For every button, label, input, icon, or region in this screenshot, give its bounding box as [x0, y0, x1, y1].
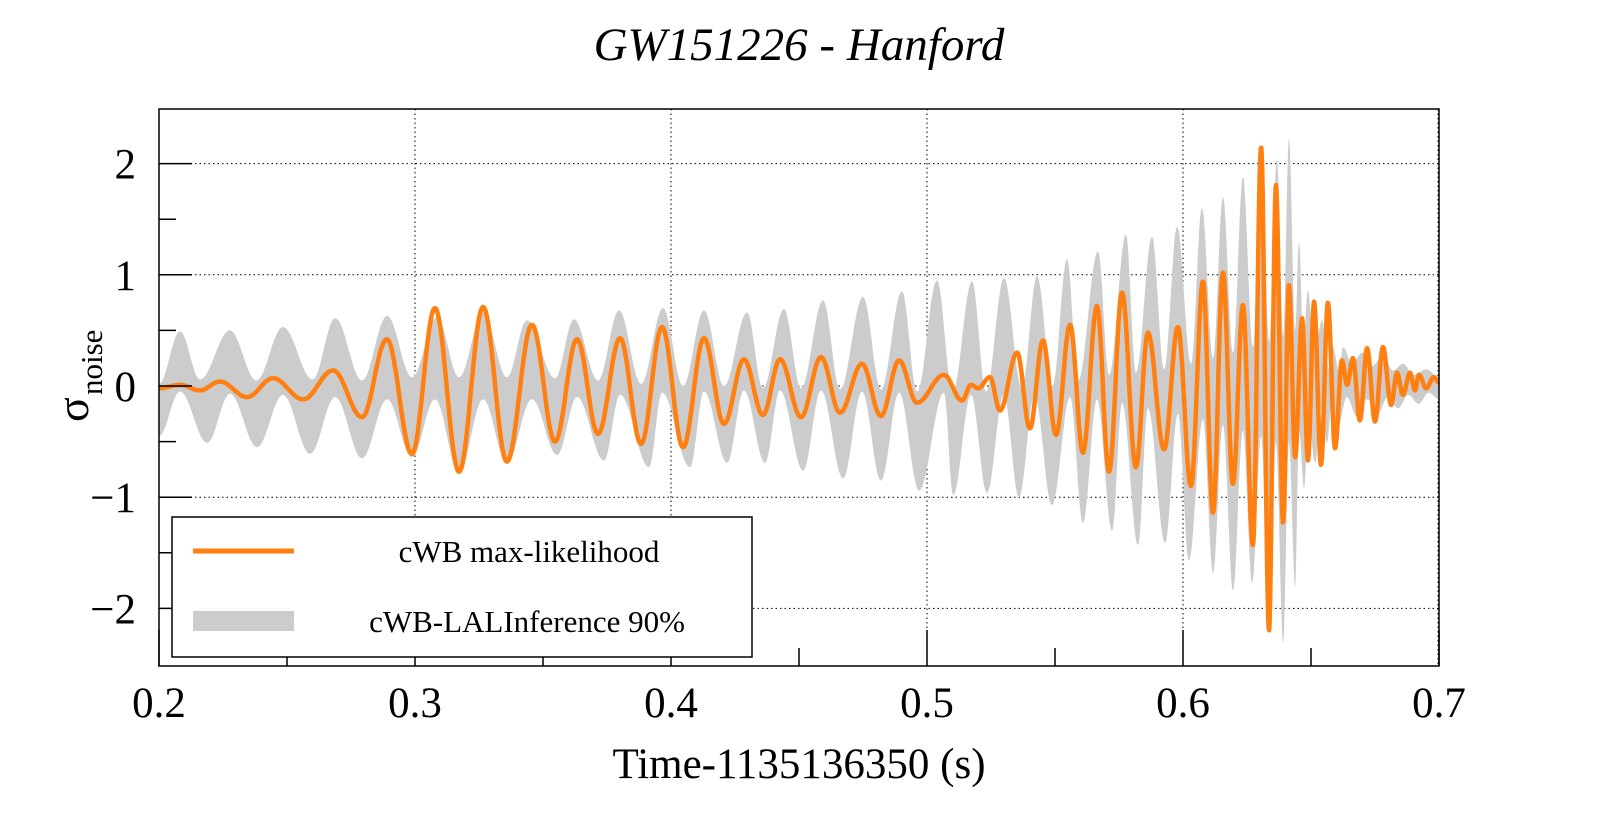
y-axis-label-subscript: noise: [74, 330, 109, 395]
y-tick-label: −2: [90, 586, 136, 633]
y-axis-label-sigma: σ: [47, 397, 98, 422]
band-90-percent: [159, 138, 1439, 643]
x-tick-label: 0.7: [1412, 680, 1466, 727]
x-axis-label: Time-1135136350 (s): [612, 741, 985, 788]
tick-labels: 0.2 0.3 0.4 0.5 0.6 0.7 −2 −1 0 1 2: [90, 142, 1466, 727]
y-tick-label: 2: [115, 142, 137, 189]
legend-label-band: cWB-LALInference 90%: [369, 604, 685, 639]
chart-title: GW151226 - Hanford: [594, 19, 1005, 71]
y-tick-label: 0: [115, 364, 137, 411]
y-tick-label: −1: [90, 475, 136, 522]
y-axis-label: σ noise: [47, 330, 109, 422]
x-tick-label: 0.4: [644, 680, 698, 727]
plot-series: [159, 138, 1439, 643]
x-tick-label: 0.2: [132, 680, 186, 727]
x-tick-label: 0.3: [388, 680, 442, 727]
legend-box: [171, 516, 753, 658]
legend: cWB max-likelihood cWB-LALInference 90%: [171, 516, 753, 658]
max-likelihood-line: [159, 145, 1439, 633]
legend-label-maxl: cWB max-likelihood: [399, 534, 660, 569]
x-tick-label: 0.6: [1156, 680, 1210, 727]
plot-area: 0.2 0.3 0.4 0.5 0.6 0.7 −2 −1 0 1 2: [90, 108, 1466, 727]
x-tick-label: 0.5: [900, 680, 954, 727]
y-tick-label: 1: [115, 253, 137, 300]
legend-swatch-band: [193, 611, 294, 631]
